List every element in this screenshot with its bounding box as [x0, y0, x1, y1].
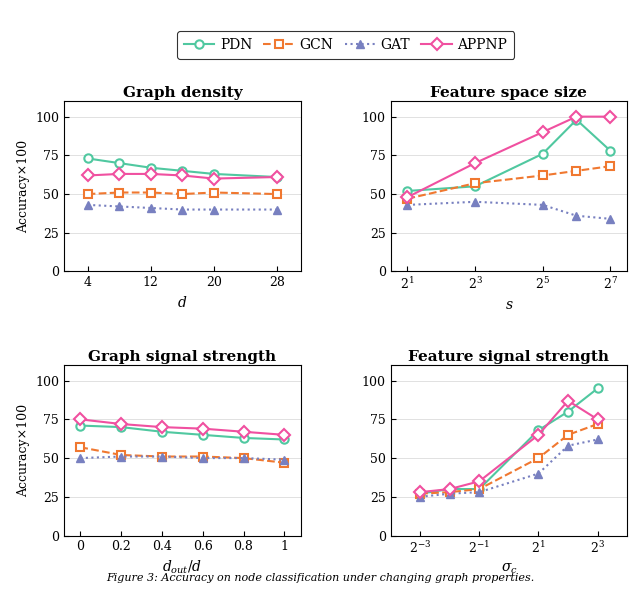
Title: Feature signal strength: Feature signal strength	[408, 350, 609, 364]
Text: Figure 3: Accuracy on node classification under changing graph properties.: Figure 3: Accuracy on node classificatio…	[106, 573, 534, 583]
Y-axis label: Accuracy×100: Accuracy×100	[17, 140, 29, 233]
Title: Graph signal strength: Graph signal strength	[88, 350, 276, 364]
X-axis label: $\sigma_c$: $\sigma_c$	[500, 562, 517, 576]
Title: Graph density: Graph density	[122, 86, 242, 100]
X-axis label: $s$: $s$	[504, 298, 513, 312]
Y-axis label: Accuracy×100: Accuracy×100	[17, 404, 29, 497]
X-axis label: $d$: $d$	[177, 295, 188, 310]
Title: Feature space size: Feature space size	[431, 86, 588, 100]
Legend: PDN, GCN, GAT, APPNP: PDN, GCN, GAT, APPNP	[177, 31, 515, 59]
X-axis label: $d_{out}/d$: $d_{out}/d$	[162, 559, 202, 577]
